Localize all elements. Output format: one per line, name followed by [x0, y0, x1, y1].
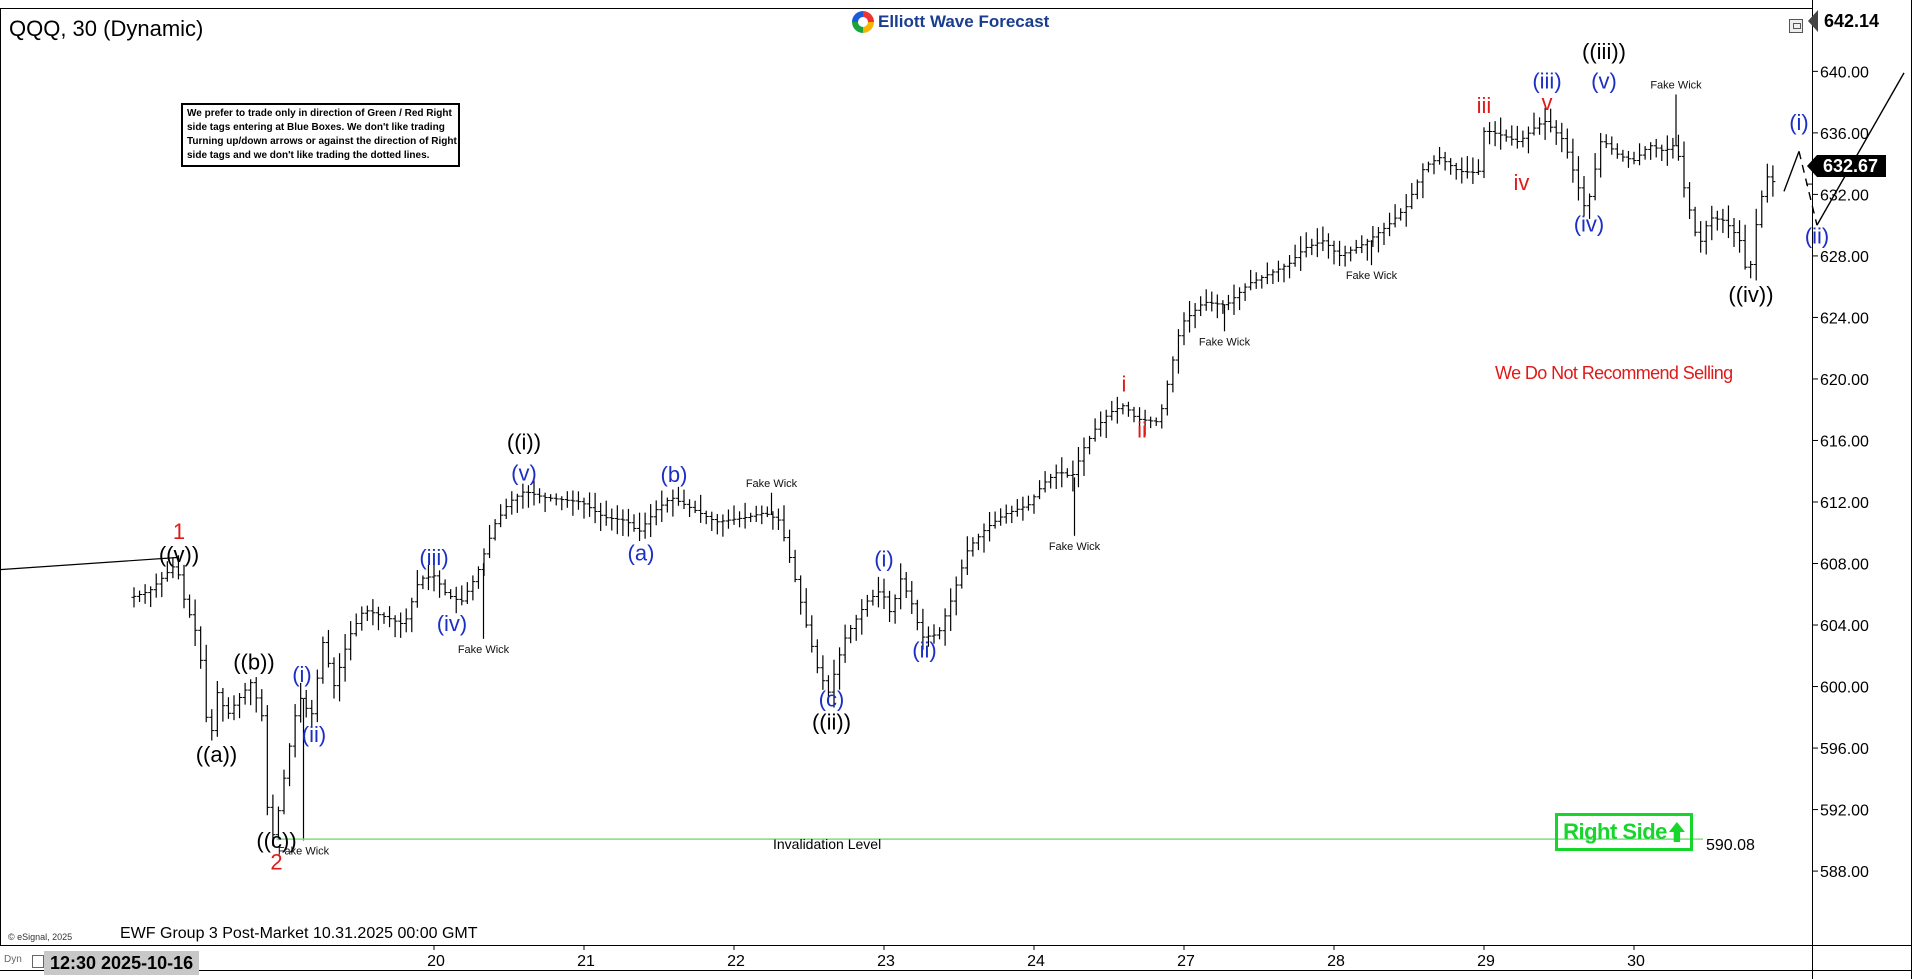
- fake-wick-label: Fake Wick: [746, 478, 798, 490]
- x-tick-label: 24: [1027, 953, 1045, 970]
- logo-text: Elliott Wave Forecast: [878, 12, 1050, 31]
- wave-label: ((c)): [256, 828, 296, 853]
- fake-wick-label: Fake Wick: [1049, 541, 1101, 553]
- wave-label: iv: [1514, 170, 1530, 195]
- y-tick-label: 628.00: [1820, 249, 1869, 266]
- wave-label: v: [1542, 90, 1553, 115]
- y-tick-label: 592.00: [1820, 803, 1869, 820]
- y-tick-label: 596.00: [1820, 741, 1869, 758]
- wave-label: ((iii)): [1582, 39, 1626, 64]
- wave-label: (i): [874, 547, 894, 572]
- lead-in-line: [0, 556, 180, 571]
- right-side-label: Right Side: [1563, 819, 1667, 844]
- wave-label: (ii): [1805, 224, 1829, 249]
- wave-label: (iv): [437, 611, 468, 636]
- wave-label: (c): [819, 687, 845, 712]
- fake-wick-label: Fake Wick: [278, 845, 330, 857]
- x-tick-label: 21: [577, 953, 595, 970]
- y-tick-label: 632.00: [1820, 187, 1869, 204]
- wave-label: ((v)): [159, 542, 199, 567]
- right-side-tag: Right Side: [1555, 813, 1693, 851]
- wave-labels: 1((v)) ((a)) ((b)) ((c))2 (i) (ii) (iii) (iv) ((…: [159, 39, 1829, 874]
- calendar-icon[interactable]: [32, 955, 44, 968]
- y-tick-label: 640.00: [1820, 64, 1869, 81]
- wave-label: i: [1122, 371, 1127, 396]
- note-line: side tags entering at Blue Boxes. We don…: [187, 122, 445, 133]
- logo-icon: [852, 11, 874, 33]
- wave-label: (iii): [1532, 68, 1561, 93]
- x-tick-label: 28: [1327, 953, 1345, 970]
- overlays: [276, 72, 1905, 840]
- trading-note: We prefer to trade only in direction of …: [181, 103, 460, 167]
- y-tick-label: 612.00: [1820, 495, 1869, 512]
- fake-wick-label: Fake Wick: [458, 644, 510, 656]
- wave-label: 2: [270, 850, 282, 875]
- fake-wick-label: Fake Wick: [1199, 336, 1251, 348]
- no-sell-notice: We Do Not Recommend Selling: [1495, 363, 1733, 383]
- x-tick-label: 20: [427, 953, 445, 970]
- wave-label: iii: [1477, 93, 1492, 118]
- wave-label: (iv): [1574, 211, 1605, 236]
- invalidation-label: Invalidation Level: [773, 836, 882, 852]
- wave-label: ((a)): [196, 742, 238, 767]
- y-tick-label: 604.00: [1820, 618, 1869, 635]
- chart-caption: EWF Group 3 Post-Market 10.31.2025 00:00…: [120, 925, 478, 942]
- projection-leg-next: [1816, 72, 1905, 226]
- ohlc-bars: [0, 94, 1776, 847]
- y-tick-label: 620.00: [1820, 372, 1869, 389]
- wave-label: (a): [628, 540, 655, 565]
- window-restore-icon[interactable]: [1789, 19, 1803, 33]
- projection-leg-ii: [1798, 151, 1818, 226]
- wave-label: (i): [1789, 110, 1809, 135]
- x-tick-label: 23: [877, 953, 895, 970]
- y-tick-label: 636.00: [1820, 126, 1869, 143]
- wave-label: 1: [173, 519, 185, 544]
- fake-wick-label: Fake Wick: [1346, 270, 1398, 282]
- note-line: We prefer to trade only in direction of …: [187, 108, 452, 119]
- wave-label: ((b)): [233, 650, 275, 675]
- wave-label: (v): [511, 460, 537, 485]
- y-tick-label: 616.00: [1820, 433, 1869, 450]
- wave-label: ((ii)): [812, 710, 851, 735]
- y-tick-label: 624.00: [1820, 310, 1869, 327]
- projection-leg-i: [1783, 151, 1800, 192]
- fake-wick-label: Fake Wick: [1650, 79, 1702, 91]
- dyn-label: Dyn: [4, 954, 22, 965]
- y-tick-label: 608.00: [1820, 557, 1869, 574]
- top-price-box: 642.14: [1807, 9, 1889, 33]
- x-tick-label: 30: [1627, 953, 1645, 970]
- chart-title: QQQ, 30 (Dynamic): [9, 16, 204, 41]
- wave-label: ((iv)): [1728, 282, 1773, 307]
- wave-label: (b): [661, 462, 688, 487]
- start-time-box: 12:30 2025-10-16: [44, 951, 200, 975]
- wave-label: (ii): [912, 637, 936, 662]
- last-price-box: 632.67: [1806, 155, 1887, 177]
- wave-label: (ii): [302, 722, 326, 747]
- wave-label: (iii): [419, 545, 448, 570]
- brand-logo: Elliott Wave Forecast: [852, 8, 1049, 36]
- x-tick-label: 27: [1177, 953, 1195, 970]
- note-line: Turning up/down arrows or against the di…: [187, 136, 457, 147]
- invalidation-value: 590.08: [1706, 837, 1755, 854]
- wave-label: ii: [1137, 417, 1147, 442]
- wave-label: ((i)): [507, 430, 541, 455]
- wave-label: (i): [292, 662, 312, 687]
- arrow-up-icon: [1668, 822, 1685, 842]
- copyright-text: © eSignal, 2025: [8, 932, 73, 942]
- x-tick-label: 29: [1477, 953, 1495, 970]
- y-tick-label: 588.00: [1820, 864, 1869, 881]
- wave-label: (v): [1591, 68, 1617, 93]
- note-line: side tags and we don't like trading the …: [187, 150, 430, 161]
- y-tick-label: 600.00: [1820, 680, 1869, 697]
- x-tick-label: 22: [727, 953, 745, 970]
